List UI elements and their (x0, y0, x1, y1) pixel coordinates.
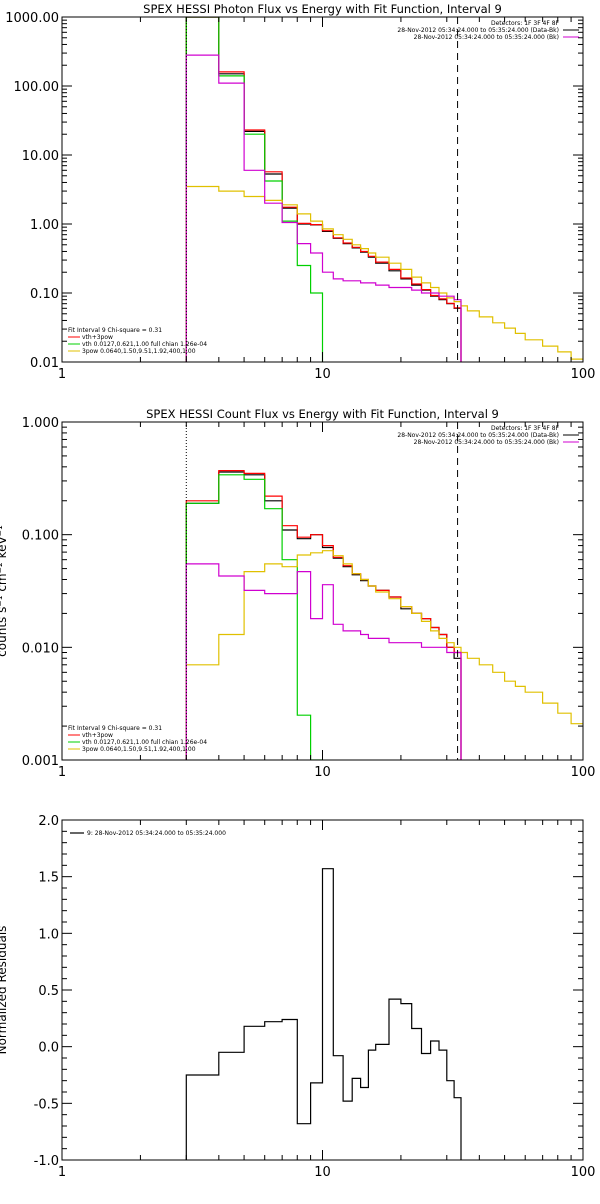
series-line-9-28-nov-2012-05-34-24-000-to-05-35-24-000 (185, 868, 462, 1160)
x-tick-label: 100 (571, 1165, 596, 1180)
legend-top-entry: 28-Nov-2012 05:34:24.000 to 05:35:24.000… (397, 27, 559, 34)
series-line-vth-3pow (185, 470, 462, 760)
y-tick-label: 0.100 (22, 529, 59, 544)
y-tick-label: 0.01 (30, 356, 59, 371)
y-tick-label: 10.00 (22, 149, 59, 164)
series-line-bk (185, 563, 462, 760)
legend-bottom-entry: vth+3pow (82, 334, 113, 341)
x-tick-label: 1 (58, 367, 66, 382)
chart-panel-1: SPEX HESSI Photon Flux vs Energy with Fi… (5, 2, 595, 382)
y-tick-label: 0.5 (38, 984, 59, 999)
legend-bottom-entry: 3pow 0.0640,1.50,9.51,1.92,400,1.00 (82, 348, 196, 355)
legend-top-entry: 28-Nov-2012 05:34:24.000 to 05:35:24.000… (414, 439, 559, 446)
series-line-3pow (185, 185, 583, 362)
plot-area (185, 17, 583, 362)
legend-top-entry: 9: 28-Nov-2012 05:34:24.000 to 05:35:24.… (87, 830, 226, 837)
legend-bottom-entry: Fit Interval 9 Chi-square = 0.31 (68, 725, 162, 732)
legend-bottom-entry: vth+3pow (82, 732, 113, 739)
y-axis-label: Normalized Residuals (0, 926, 9, 1055)
y-tick-label: 2.0 (38, 814, 59, 829)
legend-top-entry: Detectors: 1F 3F 4F 8F (491, 425, 560, 432)
chart-panel-3: 1 10 100 -1.0 -0.5 0.0 0.5 1.0 1.5 2.0 Normalized … (0, 814, 595, 1180)
y-tick-label: 1.00 (30, 218, 59, 233)
plot-area (185, 422, 583, 760)
x-tick-label: 10 (314, 765, 331, 780)
y-tick-label: 1.000 (22, 416, 59, 431)
series-line-vth (185, 474, 323, 760)
legend-bottom-entry: vth 0.0127,0.621,1.00 full chian 1.26e-0… (82, 341, 207, 348)
y-tick-label: 0.010 (22, 641, 59, 656)
x-tick-label: 10 (314, 367, 331, 382)
y-tick-label: 1000.00 (5, 11, 59, 26)
y-tick-label: 1.5 (38, 871, 59, 886)
legend-bottom-entry: Fit Interval 9 Chi-square = 0.31 (68, 327, 162, 334)
x-tick-label: 10 (314, 1165, 331, 1180)
legend-top-entry: 28-Nov-2012 05:34:24.000 to 05:35:24.000… (414, 34, 559, 41)
chart-panel-2: SPEX HESSI Count Flux vs Energy with Fit… (0, 407, 595, 780)
plot-area (185, 868, 462, 1160)
chart-title: SPEX HESSI Photon Flux vs Energy with Fi… (143, 2, 502, 16)
series-line-3pow (185, 550, 583, 760)
series-line-vth-3pow (185, 17, 462, 362)
y-tick-label: 1.0 (38, 927, 59, 942)
legend-top-entry: Detectors: 1F 3F 4F 8F (491, 20, 560, 27)
x-tick-label: 100 (571, 765, 596, 780)
series-line-bk (185, 54, 462, 362)
legend-bottom-entry: 3pow 0.0640,1.50,9.51,1.92,400,1.00 (82, 746, 196, 753)
series-line-data-bk (185, 17, 462, 362)
y-tick-label: 100.00 (14, 80, 60, 95)
x-tick-label: 1 (58, 765, 66, 780)
y-tick-label: -0.5 (34, 1097, 59, 1112)
legend-bottom-entry: vth 0.0127,0.621,1.00 full chian 1.26e-0… (82, 739, 207, 746)
y-axis-label: counts s⁻¹ cm⁻² keV⁻¹ (0, 525, 9, 657)
y-tick-label: -1.0 (34, 1154, 59, 1169)
x-tick-label: 100 (571, 367, 596, 382)
legend-top-entry: 28-Nov-2012 05:34:24.000 to 05:35:24.000… (397, 432, 559, 439)
y-tick-label: 0.10 (30, 287, 59, 302)
y-tick-label: 0.001 (22, 754, 59, 769)
y-tick-label: 0.0 (38, 1041, 59, 1056)
chart-title: SPEX HESSI Count Flux vs Energy with Fit… (146, 407, 499, 421)
series-line-vth (185, 17, 324, 362)
x-tick-label: 1 (58, 1165, 66, 1180)
series-line-data-bk (185, 471, 462, 760)
